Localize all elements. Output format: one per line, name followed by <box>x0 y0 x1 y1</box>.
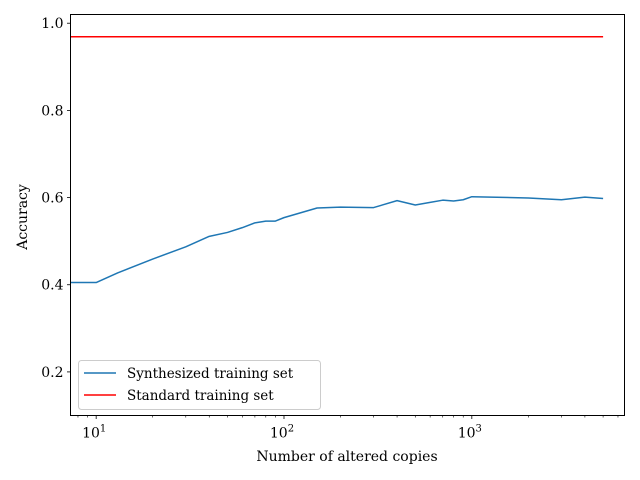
x-axis: 101 102 103 <box>77 415 619 442</box>
y-tick-label: 0.8 <box>41 103 63 119</box>
legend-box <box>78 360 321 410</box>
x-axis-label: Number of altered copies <box>256 449 437 465</box>
legend-label-standard: Standard training set <box>127 388 274 404</box>
plot-frame <box>70 14 625 416</box>
series-line-synthesized <box>70 195 604 284</box>
x-tick-label: 101 <box>82 424 106 442</box>
y-axis-label: Accuracy <box>15 184 31 251</box>
y-tick-label: 1.0 <box>41 16 63 32</box>
y-tick-label: 0.6 <box>41 191 63 207</box>
x-tick-label: 102 <box>270 424 294 442</box>
legend: Synthesized training set Standard traini… <box>78 360 321 410</box>
y-axis: 0.2 0.4 0.6 0.8 1.0 <box>41 16 71 381</box>
legend-label-synthesized: Synthesized training set <box>127 366 294 382</box>
y-tick-label: 0.4 <box>41 278 63 294</box>
plot-area <box>70 35 604 284</box>
y-tick-label: 0.2 <box>41 365 63 381</box>
x-tick-label: 103 <box>458 424 482 442</box>
